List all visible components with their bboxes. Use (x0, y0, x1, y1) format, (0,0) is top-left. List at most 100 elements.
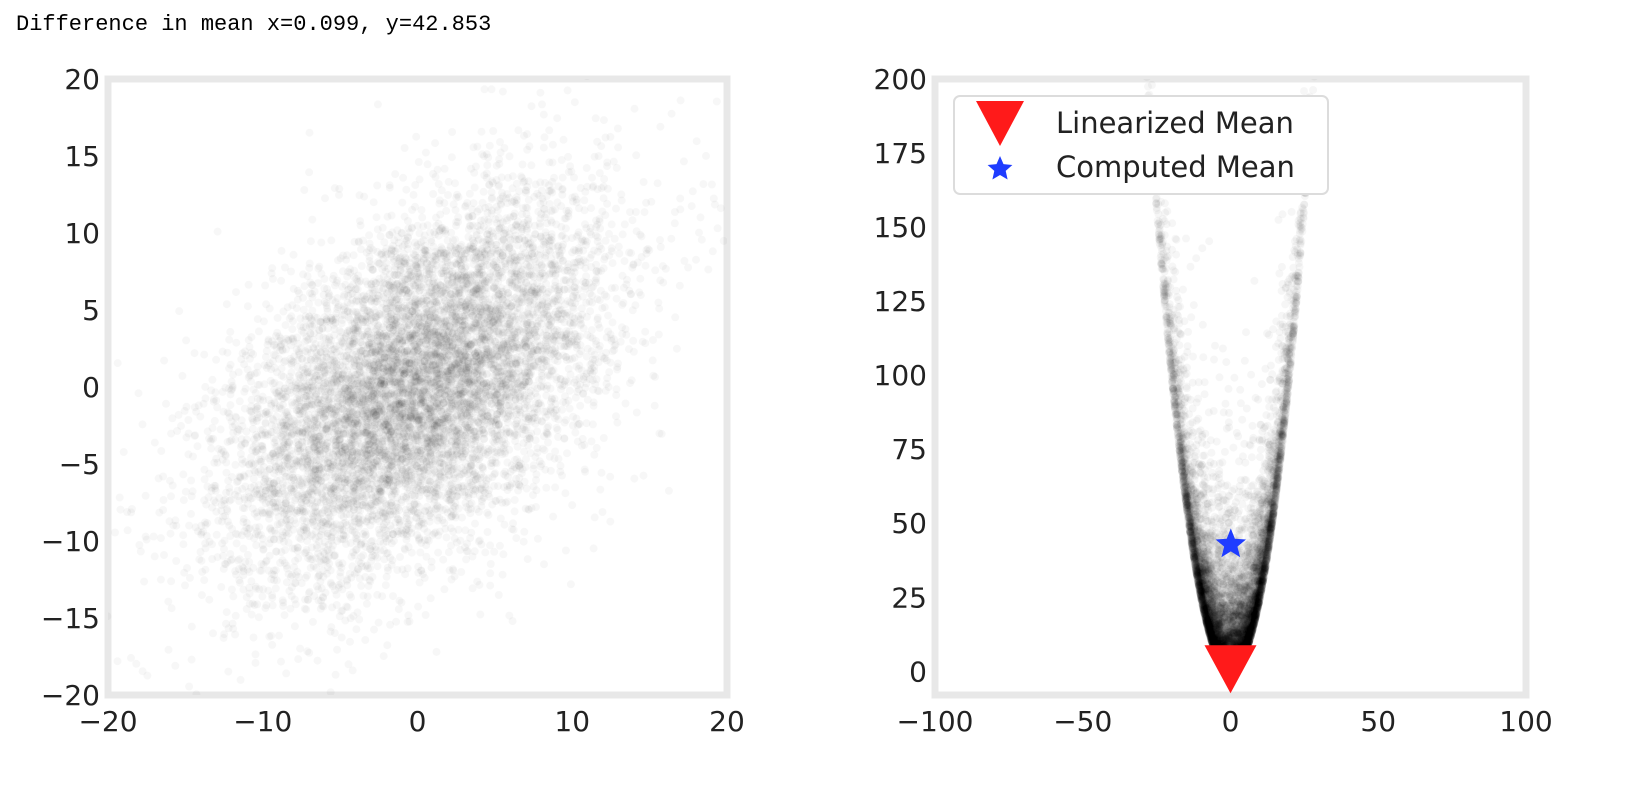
left-point (587, 204, 595, 212)
left-point (481, 548, 489, 556)
left-point (187, 510, 195, 518)
left-point (402, 186, 410, 194)
left-point (294, 554, 302, 562)
left-point (462, 555, 470, 563)
left-y-tick-label: 0 (82, 371, 100, 404)
left-point (621, 220, 629, 228)
left-point (114, 359, 122, 367)
left-point (179, 531, 187, 539)
left-point (277, 277, 285, 285)
left-point (327, 236, 335, 244)
left-point (591, 513, 599, 521)
left-point (268, 641, 276, 649)
left-point (220, 545, 228, 553)
left-y-tick-label: 10 (64, 217, 100, 250)
left-point (78, 668, 86, 676)
left-point (693, 137, 701, 145)
left-y-tick-label: −5 (59, 448, 100, 481)
left-point (117, 506, 125, 514)
left-point (220, 634, 228, 642)
left-point (617, 190, 625, 198)
left-point (165, 646, 173, 654)
left-point (212, 356, 220, 364)
left-point (562, 547, 570, 555)
left-point (476, 536, 484, 544)
left-point (198, 568, 206, 576)
left-point (250, 634, 258, 642)
left-point (232, 612, 240, 620)
left-point (427, 594, 435, 602)
left-point (254, 363, 262, 371)
left-point (188, 656, 196, 664)
left-point (649, 356, 657, 364)
left-point (553, 114, 561, 122)
left-point (222, 469, 230, 477)
left-point (224, 668, 232, 676)
left-y-tick-label: 20 (64, 63, 100, 96)
left-point (360, 193, 368, 201)
left-point (308, 216, 316, 224)
left-point (231, 461, 239, 469)
left-plot-frame (104, 75, 731, 699)
left-point (547, 385, 555, 393)
left-point (511, 507, 519, 515)
left-point (612, 205, 620, 213)
left-point (172, 557, 180, 565)
left-point (157, 447, 165, 455)
left-point (142, 492, 150, 500)
left-point (750, 41, 758, 49)
left-point (622, 325, 630, 333)
left-point (198, 591, 206, 599)
left-point (338, 634, 346, 642)
left-point (448, 128, 456, 136)
left-point (599, 508, 607, 516)
left-point (481, 85, 489, 93)
left-point (519, 161, 527, 169)
left-point (695, 229, 703, 237)
left-point (410, 191, 418, 199)
left-point (487, 560, 495, 568)
left-point (226, 328, 234, 336)
left-point (401, 144, 409, 152)
left-point (630, 475, 638, 483)
left-points (39, 32, 758, 798)
left-point (192, 408, 200, 416)
left-point (581, 466, 589, 474)
left-point (181, 581, 189, 589)
left-point (439, 556, 447, 564)
left-point (673, 345, 681, 353)
left-point (542, 484, 550, 492)
left-point (374, 225, 382, 233)
left-point (184, 416, 192, 424)
left-point (680, 257, 688, 265)
left-point (135, 389, 143, 397)
left-point (540, 144, 548, 152)
left-point (128, 505, 136, 513)
left-point (626, 208, 634, 216)
left-point (187, 477, 195, 485)
left-point (600, 116, 608, 124)
left-point (282, 321, 290, 329)
left-point (496, 138, 504, 146)
left-point (564, 212, 572, 220)
left-point (488, 188, 496, 196)
left-point (532, 470, 540, 478)
left-point (486, 142, 494, 150)
left-point (506, 152, 514, 160)
left-point (157, 534, 165, 542)
left-point (223, 349, 231, 357)
left-point (603, 159, 611, 167)
left-point (442, 207, 450, 215)
left-point (541, 133, 549, 141)
left-point (594, 321, 602, 329)
left-point (167, 530, 175, 538)
left-point (448, 153, 456, 161)
left-point (559, 174, 567, 182)
left-point (355, 616, 363, 624)
left-point (222, 620, 230, 628)
left-point (270, 790, 278, 798)
left-point (236, 397, 244, 405)
left-point (178, 372, 186, 380)
